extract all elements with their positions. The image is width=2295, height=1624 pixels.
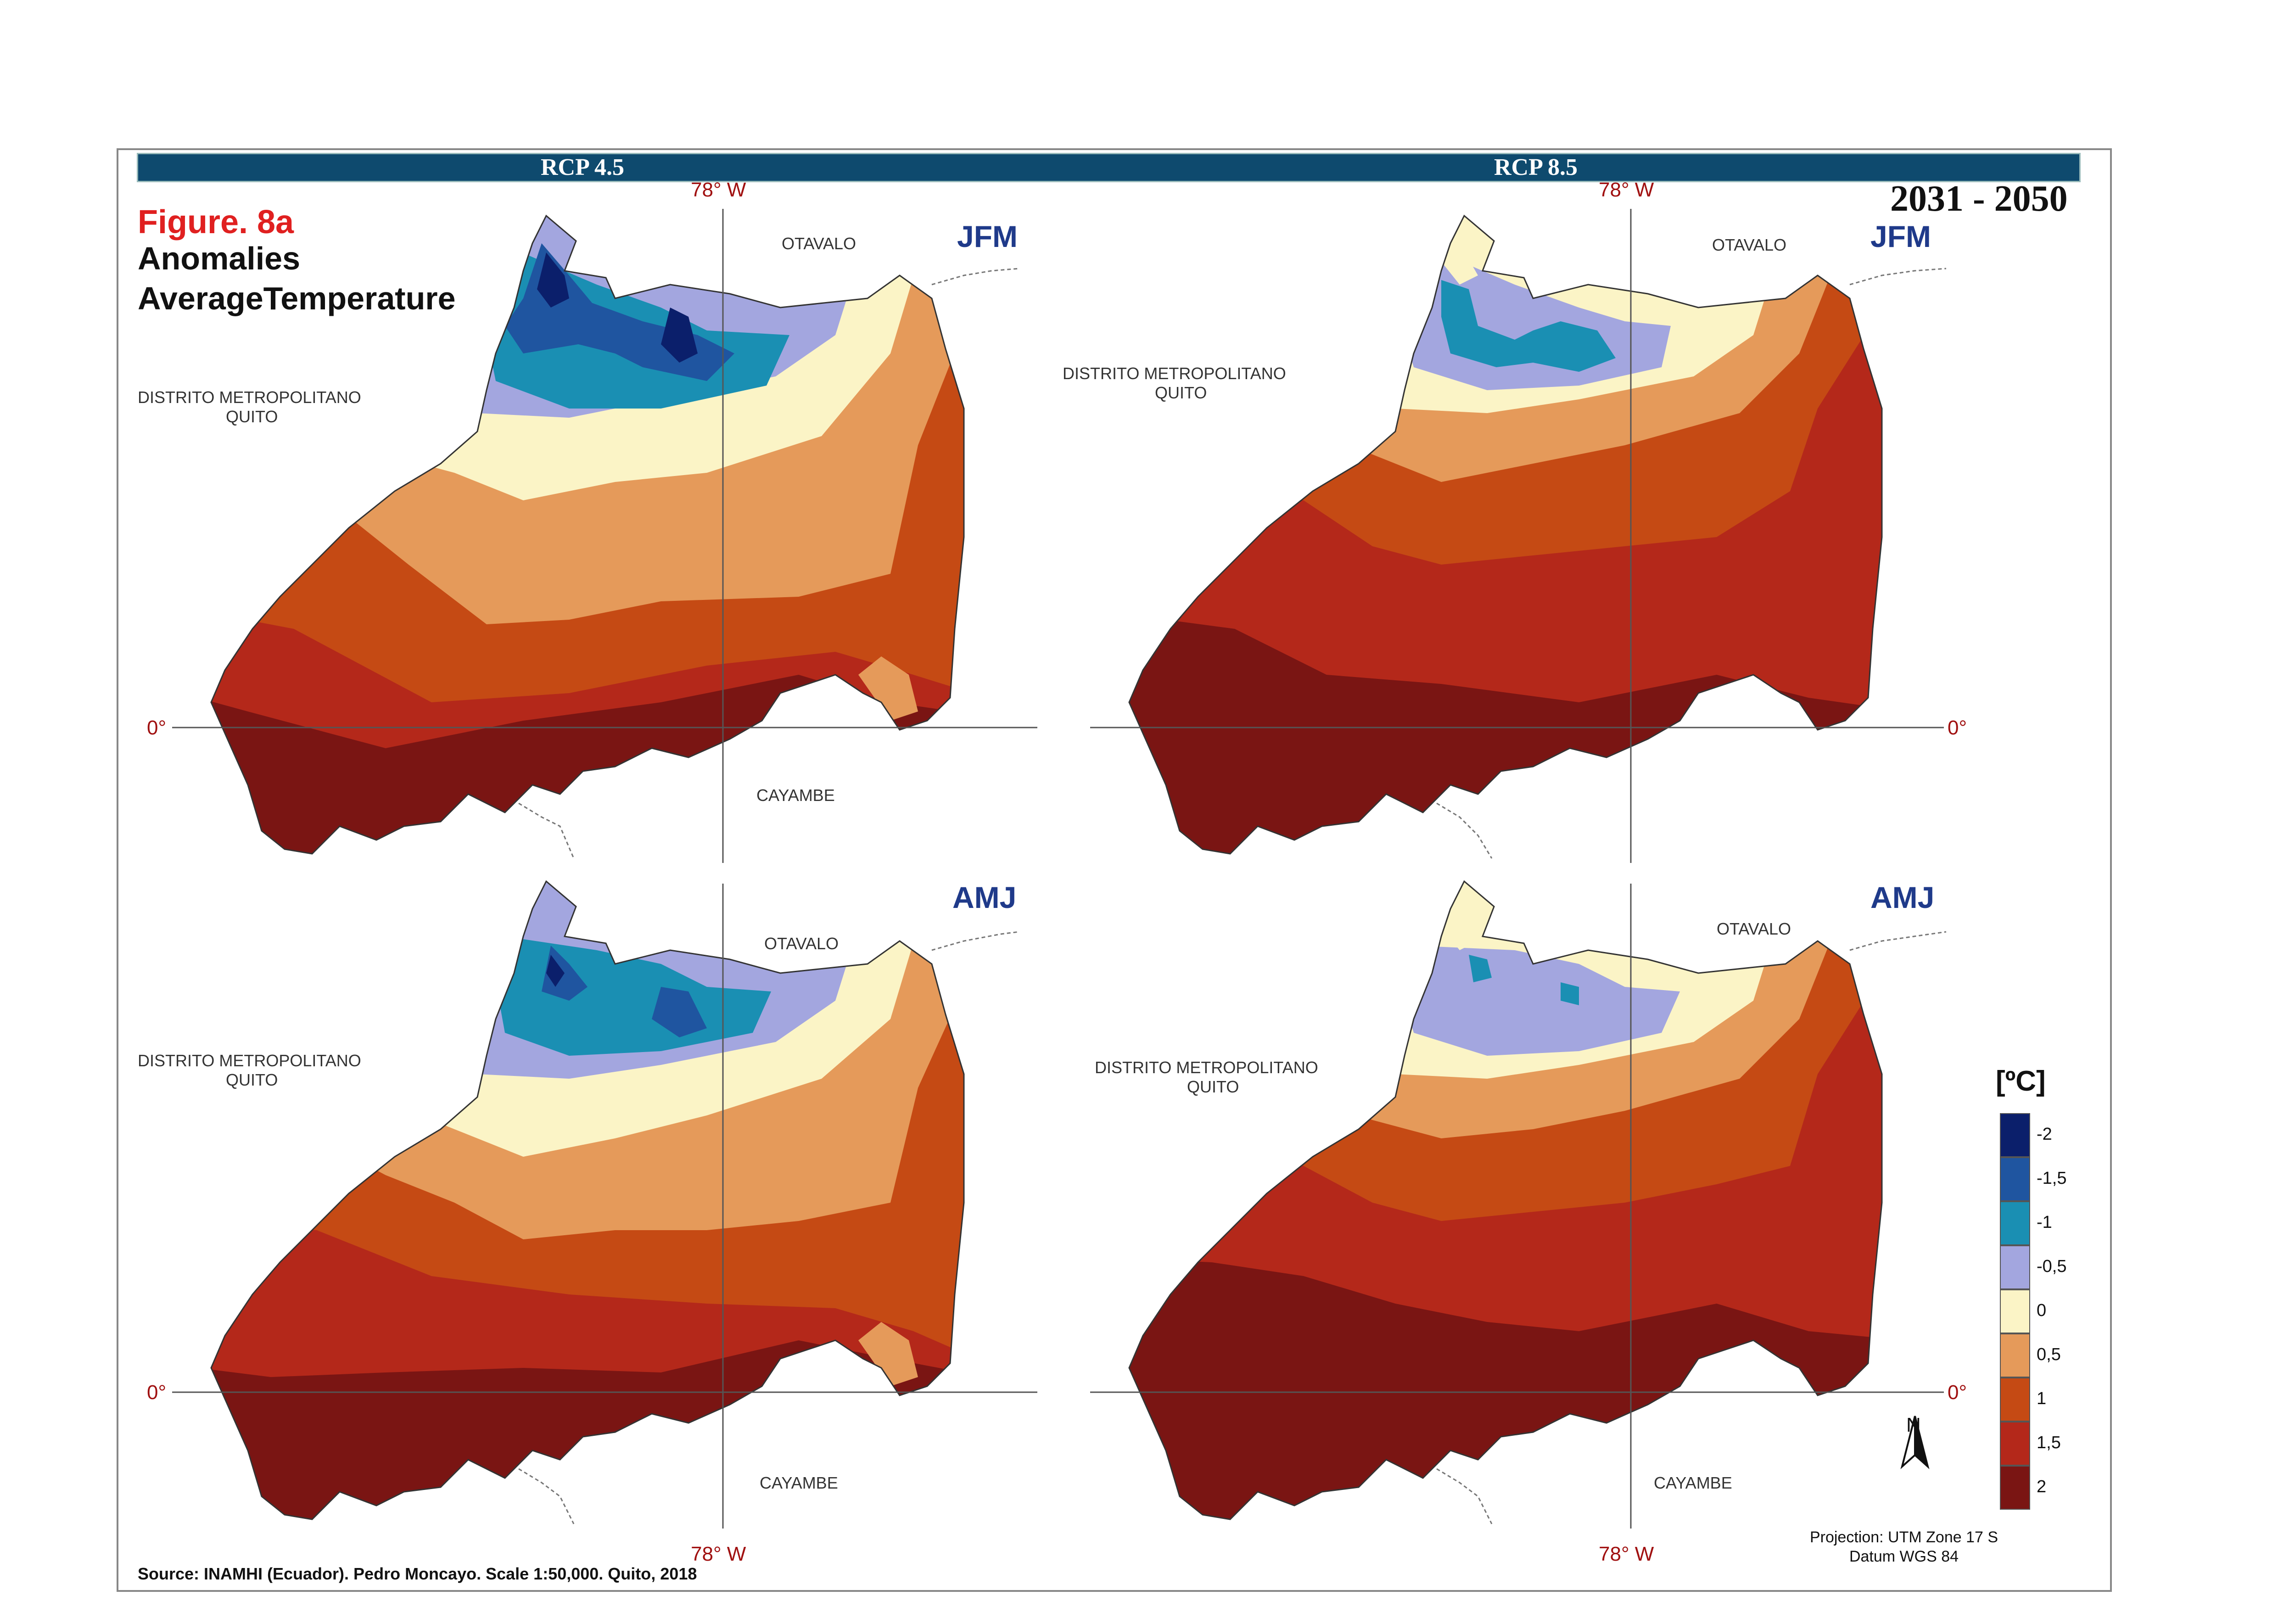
scenario-header-bar	[137, 153, 2081, 182]
lat-label-p3: 0°	[147, 1381, 166, 1404]
lat-label-p2: 0°	[1948, 717, 1967, 739]
figure-title-line1: Anomalies	[138, 241, 300, 276]
legend-label-m05: -0,5	[2037, 1257, 2067, 1276]
north-arrow-icon	[1900, 1416, 1930, 1469]
place-label-quito-p4b: QUITO	[1187, 1077, 1239, 1096]
legend-title: [ºC]	[1996, 1065, 2046, 1097]
panel-amj-rcp45	[210, 880, 965, 1520]
place-label-cayambe-p4: CAYAMBE	[1654, 1473, 1732, 1492]
projection-line1: Projection: UTM Zone 17 S	[1809, 1529, 1998, 1546]
legend-swatch-m1	[2000, 1201, 2030, 1245]
place-label-quito-p3a: DISTRITO METROPOLITANO	[138, 1051, 361, 1070]
panel-jfm-rcp45	[210, 215, 965, 855]
place-label-otavalo-p2: OTAVALO	[1712, 235, 1786, 254]
place-label-otavalo-p4: OTAVALO	[1717, 919, 1791, 938]
place-label-otavalo-p3: OTAVALO	[764, 934, 839, 953]
legend-swatch-0	[2000, 1289, 2030, 1333]
place-label-quito-p2b: QUITO	[1155, 383, 1207, 402]
legend-swatch-m15	[2000, 1157, 2030, 1201]
legend-label-m2: -2	[2037, 1125, 2052, 1144]
place-label-quito-p1b: QUITO	[226, 407, 278, 426]
legend-swatch-m05	[2000, 1245, 2030, 1289]
place-label-quito-p1a: DISTRITO METROPOLITANO	[138, 388, 361, 407]
panel-amj-rcp85	[1128, 880, 1883, 1520]
lon-label-top-left: 78° W	[691, 179, 746, 201]
season-label-p2: JFM	[1870, 219, 1931, 253]
boundary-lines	[518, 268, 1947, 1524]
legend-label-05: 0,5	[2037, 1345, 2061, 1364]
place-label-cayambe-p3: CAYAMBE	[760, 1473, 838, 1492]
season-label-p1: JFM	[957, 219, 1018, 253]
legend-label-0: 0	[2037, 1301, 2047, 1320]
figure-title-line2: AverageTemperature	[138, 280, 456, 316]
legend-label-m1: -1	[2037, 1213, 2052, 1232]
north-label: N	[1906, 1414, 1921, 1436]
legend-swatch-05	[2000, 1333, 2030, 1378]
source-note: Source: INAMHI (Ecuador). Pedro Moncayo.…	[138, 1564, 697, 1583]
figure-number: Figure. 8a	[138, 204, 294, 241]
panel-jfm-rcp85	[1128, 215, 1883, 855]
lat-label-p4: 0°	[1948, 1381, 1967, 1404]
place-label-quito-p2a: DISTRITO METROPOLITANO	[1063, 364, 1286, 383]
lon-label-bottom-right: 78° W	[1599, 1543, 1654, 1565]
place-label-quito-p3b: QUITO	[226, 1070, 278, 1089]
legend-label-2: 2	[2037, 1477, 2047, 1496]
projection-line2: Datum WGS 84	[1849, 1548, 1959, 1565]
period-label: 2031 - 2050	[1890, 179, 2068, 219]
lat-label-p1: 0°	[147, 717, 166, 739]
place-label-otavalo-p1: OTAVALO	[782, 234, 856, 253]
graticule	[172, 209, 1944, 1529]
legend-swatch-15	[2000, 1422, 2030, 1466]
place-label-cayambe-p1: CAYAMBE	[756, 786, 835, 805]
map-frame	[117, 148, 2112, 1592]
scenario-rcp45-label: RCP 4.5	[541, 154, 624, 180]
scenario-rcp85-label: RCP 8.5	[1494, 154, 1578, 180]
place-label-quito-p4a: DISTRITO METROPOLITANO	[1095, 1058, 1318, 1077]
lon-label-top-right: 78° W	[1599, 179, 1654, 201]
season-label-p3: AMJ	[952, 880, 1016, 914]
season-label-p4: AMJ	[1870, 880, 1934, 914]
legend-swatch-2	[2000, 1466, 2030, 1510]
legend-label-15: 1,5	[2037, 1433, 2061, 1452]
legend-label-m15: -1,5	[2037, 1169, 2067, 1188]
legend-swatch-1	[2000, 1378, 2030, 1422]
lon-label-bottom-left: 78° W	[691, 1543, 746, 1565]
legend-swatch-m2	[2000, 1113, 2030, 1157]
legend-label-1: 1	[2037, 1389, 2047, 1408]
